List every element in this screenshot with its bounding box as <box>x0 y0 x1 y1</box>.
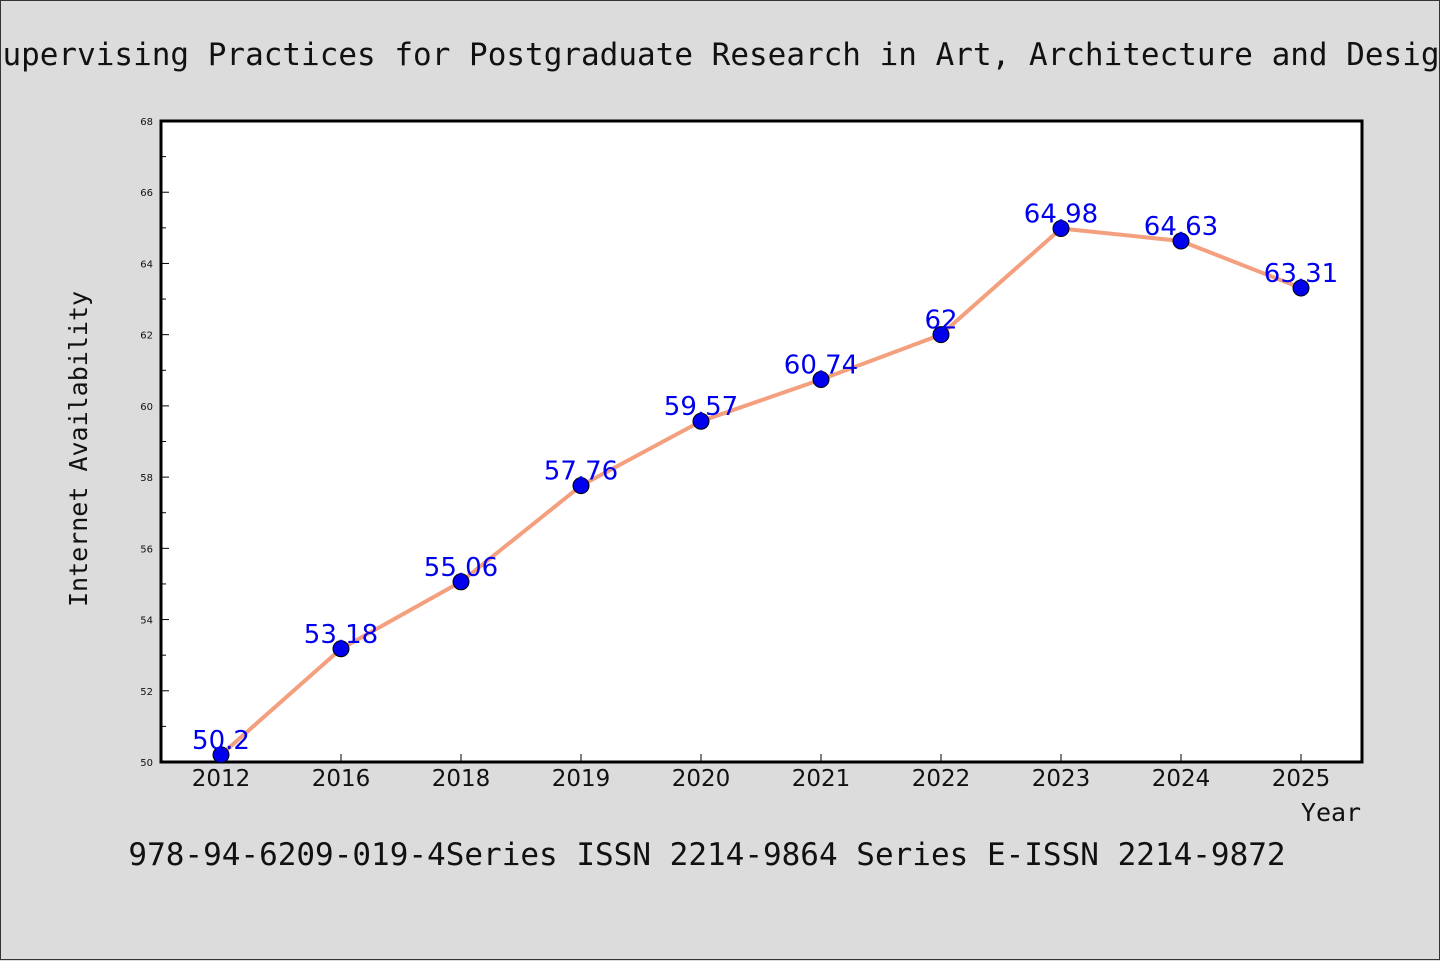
plot-area <box>159 119 1364 764</box>
y-axis-label: Internet Availability <box>64 291 93 607</box>
data-label: 64.98 <box>1024 200 1098 230</box>
data-point <box>1172 232 1190 250</box>
y-axis: 50 52 54 56 58 60 62 64 66 68 <box>140 117 169 769</box>
footer-isbn-issn: 978-94-6209-019-4Series ISSN 2214-9864 S… <box>128 837 1285 873</box>
data-label: 64.63 <box>1144 212 1218 242</box>
y-tick-label: 64 <box>140 259 153 270</box>
chart-title: Supervising Practices for Postgraduate R… <box>1 37 1440 73</box>
y-tick-label: 50 <box>140 758 153 769</box>
x-tick-label: 2016 <box>312 766 371 792</box>
data-point <box>1052 220 1070 238</box>
data-label: 59.57 <box>664 392 738 422</box>
data-point <box>212 746 230 764</box>
data-label: 57.76 <box>544 457 618 487</box>
x-tick-label: 2019 <box>552 766 611 792</box>
x-tick-label: 2025 <box>1272 766 1331 792</box>
data-point <box>452 573 470 591</box>
series-line <box>219 226 1302 757</box>
x-tick-label: 2024 <box>1152 766 1211 792</box>
series-layer: 50.2 53.18 55.06 57.76 59.57 60.74 62 64.98 64.6… <box>192 200 1338 764</box>
data-label: 62 <box>924 306 957 336</box>
x-tick-label: 2018 <box>432 766 491 792</box>
y-tick-label: 66 <box>140 188 153 199</box>
y-tick-label: 56 <box>140 544 153 555</box>
data-point <box>692 412 710 430</box>
data-point <box>332 640 350 658</box>
y-tick-label: 52 <box>140 687 153 698</box>
y-tick-label: 62 <box>140 331 153 342</box>
data-label: 60.74 <box>784 351 858 381</box>
x-tick-label: 2022 <box>912 766 971 792</box>
data-label: 63.31 <box>1264 259 1338 289</box>
x-tick-label: 2012 <box>192 766 251 792</box>
data-point <box>572 477 590 495</box>
data-point <box>1292 279 1310 297</box>
y-tick-label: 60 <box>140 402 153 413</box>
data-point <box>812 371 830 389</box>
data-point <box>932 326 950 344</box>
data-label: 53.18 <box>304 620 378 650</box>
x-tick-label: 2021 <box>792 766 851 792</box>
x-tick-label: 2023 <box>1032 766 1091 792</box>
y-tick-label: 54 <box>140 616 153 627</box>
data-label: 50.2 <box>192 726 250 756</box>
y-tick-label: 58 <box>140 473 153 484</box>
x-axis-label: Year <box>1301 798 1361 827</box>
x-tick-label: 2020 <box>672 766 731 792</box>
y-tick-label: 68 <box>140 117 153 128</box>
data-label: 55.06 <box>424 553 498 583</box>
x-axis: 2012 2016 2018 2019 2020 2021 2022 2023 2024 2025 <box>192 754 1331 792</box>
